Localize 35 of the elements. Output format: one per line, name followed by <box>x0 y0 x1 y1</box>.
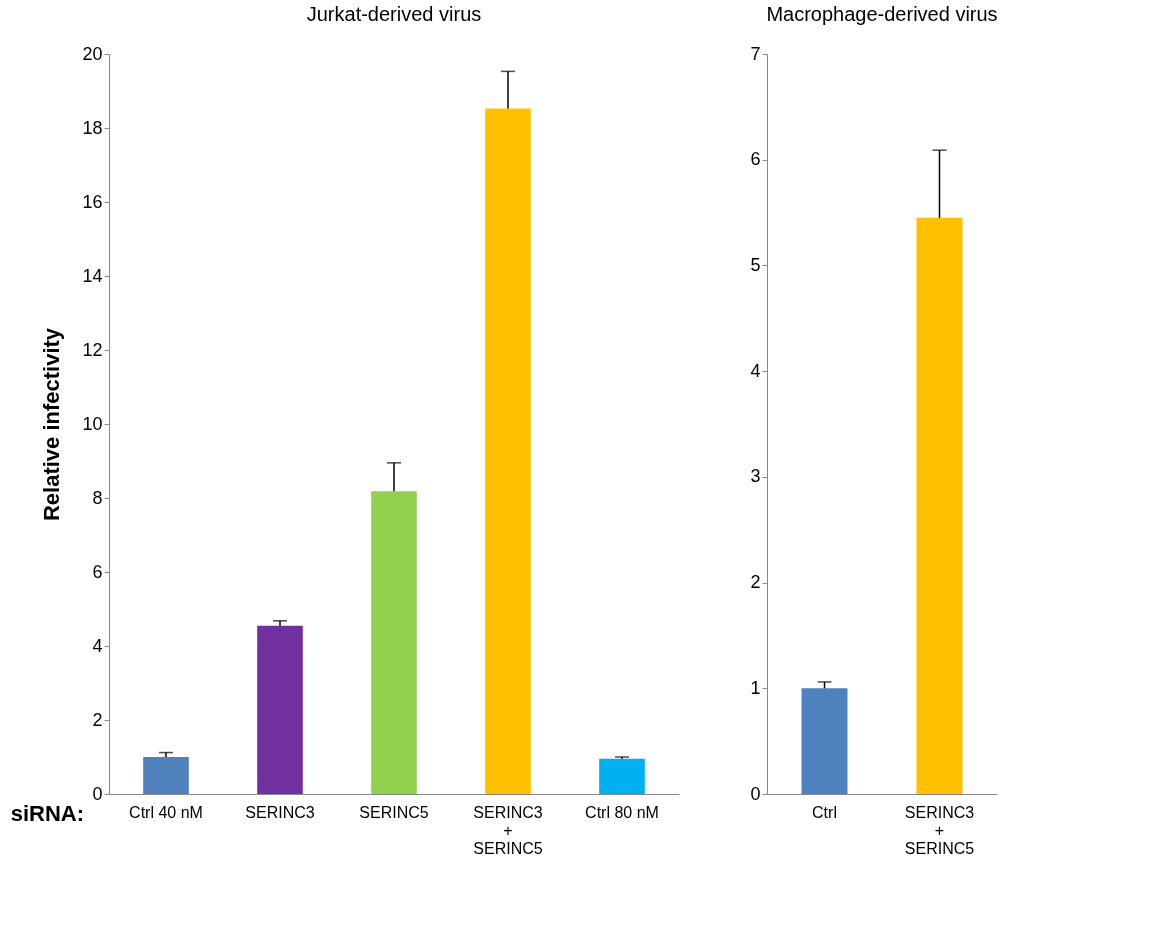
y-tick-label: 7 <box>750 43 761 64</box>
y-tick-label: 5 <box>750 254 761 275</box>
y-tick-label: 16 <box>82 191 103 212</box>
y-tick-label: 6 <box>750 149 761 170</box>
y-tick-label: 10 <box>82 413 103 434</box>
y-tick-label: 8 <box>92 487 103 508</box>
bar <box>371 491 417 794</box>
x-tick-label: SERINC3 + SERINC5 <box>473 803 543 857</box>
y-tick-label: 0 <box>750 783 761 804</box>
y-tick-label: 20 <box>82 43 103 64</box>
bar <box>599 758 645 794</box>
y-axis-title: Relative infectivity <box>39 327 65 522</box>
x-tick-label: SERINC5 <box>359 803 429 821</box>
y-tick-label: 3 <box>750 466 761 487</box>
y-tick-label: 1 <box>750 677 761 698</box>
x-tick-label: Ctrl 40 nM <box>129 803 203 821</box>
bar <box>485 108 531 794</box>
x-tick-label: Ctrl <box>812 803 837 821</box>
x-tick-label: SERINC3 <box>245 803 315 821</box>
y-tick-label: 6 <box>92 561 103 582</box>
x-tick-label: Ctrl 80 nM <box>585 803 659 821</box>
y-tick-label: 4 <box>750 360 761 381</box>
bar <box>143 757 189 794</box>
y-tick-label: 2 <box>92 709 103 730</box>
y-tick-label: 0 <box>92 783 103 804</box>
bar <box>257 625 303 794</box>
y-tick-label: 2 <box>750 572 761 593</box>
text: siRNA: <box>10 801 84 826</box>
chart-title: Jurkat-derived virus <box>306 3 482 25</box>
x-tick-label: SERINC3 + SERINC5 <box>904 803 975 857</box>
chart-title: Macrophage-derived virus <box>766 3 998 25</box>
y-tick-label: 4 <box>92 635 103 656</box>
y-tick-label: 18 <box>82 117 103 138</box>
y-tick-label: 12 <box>82 339 103 360</box>
y-tick-label: 14 <box>82 265 103 286</box>
